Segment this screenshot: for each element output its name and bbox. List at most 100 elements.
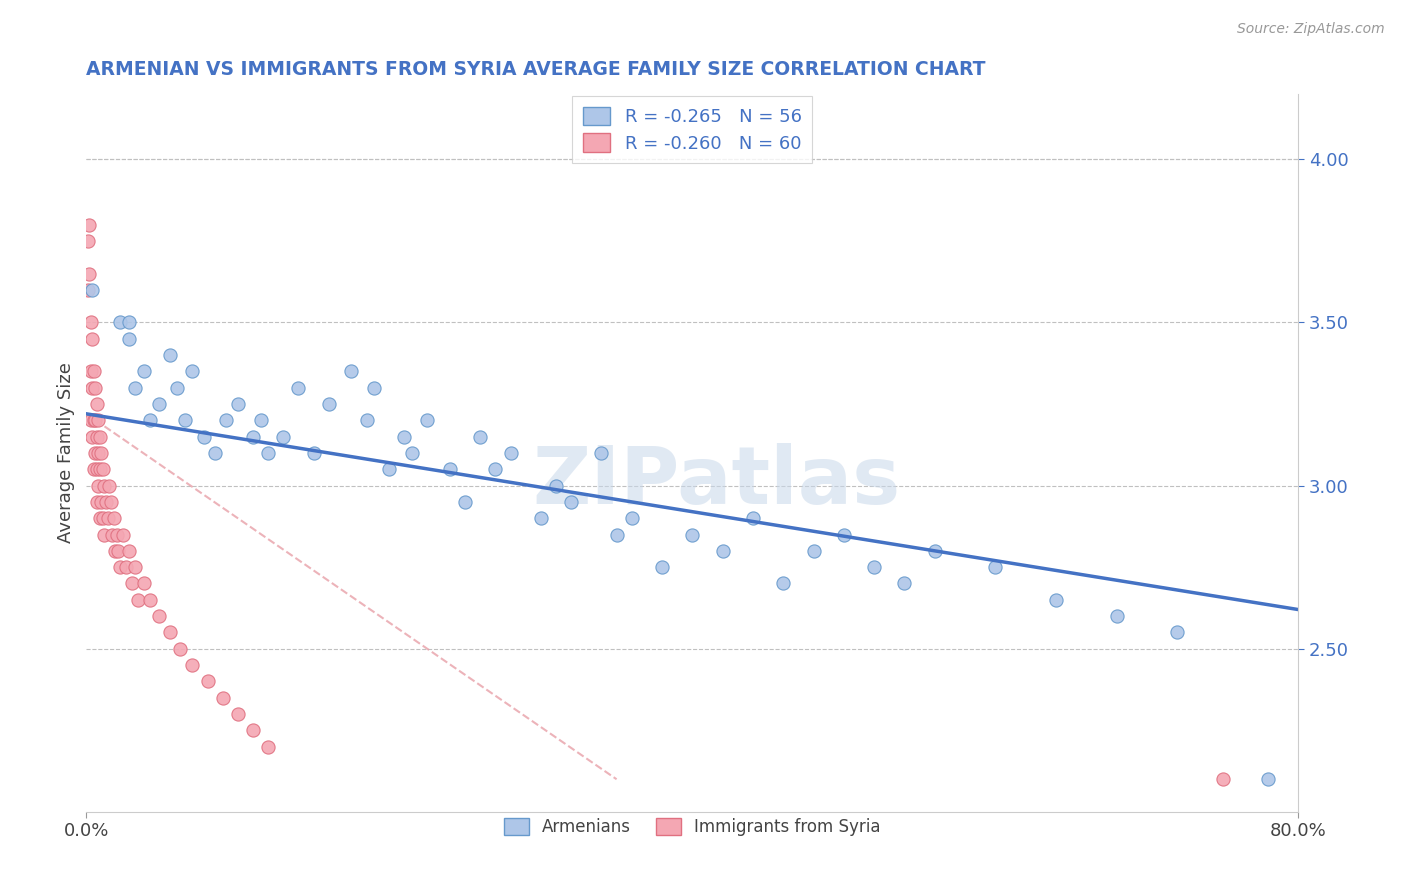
Point	[984, 560, 1007, 574]
Point	[742, 511, 765, 525]
Point	[173, 413, 195, 427]
Point	[401, 446, 423, 460]
Point	[84, 413, 107, 427]
Point	[100, 495, 122, 509]
Text: ARMENIAN VS IMMIGRANTS FROM SYRIA AVERAGE FAMILY SIZE CORRELATION CHART: ARMENIAN VS IMMIGRANTS FROM SYRIA AVERAG…	[86, 60, 986, 78]
Point	[139, 592, 162, 607]
Point	[242, 723, 264, 738]
Point	[772, 576, 794, 591]
Point	[82, 332, 104, 346]
Point	[832, 527, 855, 541]
Point	[394, 430, 416, 444]
Point	[124, 560, 146, 574]
Point	[197, 674, 219, 689]
Point	[80, 364, 103, 378]
Point	[79, 267, 101, 281]
Point	[242, 430, 264, 444]
Point	[863, 560, 886, 574]
Point	[211, 690, 233, 705]
Point	[166, 381, 188, 395]
Point	[924, 544, 946, 558]
Point	[114, 560, 136, 574]
Point	[204, 446, 226, 460]
Point	[416, 413, 439, 427]
Point	[91, 462, 114, 476]
Point	[257, 739, 280, 754]
Point	[560, 495, 582, 509]
Point	[98, 478, 121, 492]
Point	[215, 413, 238, 427]
Point	[83, 462, 105, 476]
Point	[1045, 592, 1067, 607]
Point	[620, 511, 643, 525]
Point	[79, 218, 101, 232]
Point	[83, 364, 105, 378]
Point	[82, 381, 104, 395]
Point	[84, 381, 107, 395]
Point	[111, 527, 134, 541]
Point	[302, 446, 325, 460]
Point	[93, 478, 115, 492]
Point	[101, 527, 124, 541]
Point	[226, 706, 249, 721]
Point	[132, 364, 155, 378]
Point	[271, 430, 294, 444]
Point	[484, 462, 506, 476]
Point	[80, 413, 103, 427]
Point	[86, 495, 108, 509]
Point	[83, 413, 105, 427]
Point	[193, 430, 215, 444]
Point	[257, 446, 280, 460]
Point	[159, 348, 181, 362]
Point	[159, 625, 181, 640]
Point	[470, 430, 492, 444]
Point	[87, 478, 110, 492]
Point	[94, 495, 117, 509]
Point	[132, 576, 155, 591]
Point	[76, 234, 98, 248]
Point	[127, 592, 149, 607]
Point	[148, 609, 170, 624]
Point	[181, 364, 204, 378]
Point	[1166, 625, 1188, 640]
Point	[86, 430, 108, 444]
Point	[226, 397, 249, 411]
Point	[499, 446, 522, 460]
Point	[1257, 772, 1279, 787]
Point	[803, 544, 825, 558]
Point	[340, 364, 363, 378]
Point	[148, 397, 170, 411]
Point	[93, 527, 115, 541]
Point	[318, 397, 340, 411]
Point	[356, 413, 378, 427]
Point	[454, 495, 477, 509]
Point	[287, 381, 309, 395]
Legend: Armenians, Immigrants from Syria: Armenians, Immigrants from Syria	[498, 812, 887, 843]
Point	[118, 332, 141, 346]
Point	[169, 641, 191, 656]
Text: Source: ZipAtlas.com: Source: ZipAtlas.com	[1237, 22, 1385, 37]
Point	[89, 511, 111, 525]
Point	[606, 527, 628, 541]
Y-axis label: Average Family Size: Average Family Size	[58, 362, 75, 543]
Text: ZIPatlas: ZIPatlas	[533, 442, 901, 521]
Point	[711, 544, 734, 558]
Point	[105, 527, 128, 541]
Point	[76, 283, 98, 297]
Point	[1212, 772, 1234, 787]
Point	[86, 397, 108, 411]
Point	[181, 658, 204, 673]
Point	[591, 446, 613, 460]
Point	[89, 462, 111, 476]
Point	[651, 560, 673, 574]
Point	[544, 478, 567, 492]
Point	[681, 527, 703, 541]
Point	[118, 544, 141, 558]
Point	[108, 315, 131, 329]
Point	[87, 446, 110, 460]
Point	[1105, 609, 1128, 624]
Point	[439, 462, 461, 476]
Point	[82, 430, 104, 444]
Point	[91, 511, 114, 525]
Point	[124, 381, 146, 395]
